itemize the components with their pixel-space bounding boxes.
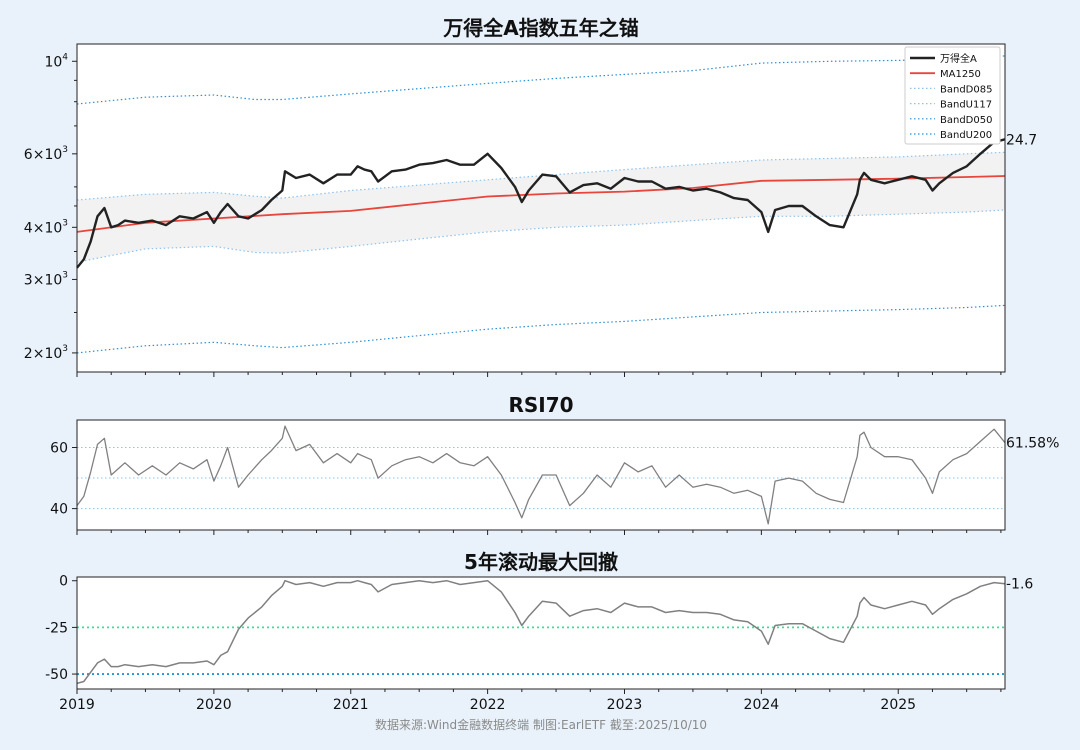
rsi-plot-area <box>77 420 1005 530</box>
y-tick-label: 0 <box>59 574 68 590</box>
band-u117-line <box>76 151 1006 201</box>
rsi-title: RSI70 <box>508 393 573 417</box>
x-tick-label: 2022 <box>470 697 506 713</box>
y-tick-label: 6×103 <box>24 145 68 163</box>
wind-index-line <box>76 138 1006 269</box>
x-tick-label: 2025 <box>880 697 916 713</box>
legend-label: BandD050 <box>940 115 992 126</box>
legend-label: MA1250 <box>940 69 981 80</box>
x-axis: 2019 2020 2021 2022 2023 2024 2025 <box>59 372 1002 713</box>
legend-label: BandD085 <box>940 84 992 95</box>
x-tick-label: 2019 <box>59 697 95 713</box>
rsi-line <box>76 425 1006 525</box>
band-d050-line <box>76 304 1006 354</box>
x-tick-label: 2020 <box>196 697 232 713</box>
legend: 万得全A MA1250 BandD085 BandU117 BandD050 BandU2… <box>904 46 1001 145</box>
rsi-plot-frame <box>76 419 1006 531</box>
main-y-axis: 2×103 3×103 4×103 6×103 104 <box>24 52 77 362</box>
main-plot-frame <box>76 43 1006 373</box>
legend-label: 万得全A <box>940 52 977 65</box>
y-tick-label: 104 <box>44 52 68 70</box>
y-tick-label: -25 <box>45 620 68 636</box>
drawdown-title: 5年滚动最大回撤 <box>464 550 618 574</box>
x-tick-label: 2024 <box>744 697 780 713</box>
y-tick-label: 3×103 <box>24 270 68 288</box>
drawdown-end-label: -1.6 <box>1006 577 1033 593</box>
x-tick-label: 2021 <box>333 697 369 713</box>
drawdown-plot-marks <box>76 579 1006 685</box>
drawdown-plot-frame <box>76 576 1006 690</box>
y-tick-label: 40 <box>50 502 68 518</box>
source-note: 数据来源:Wind金融数据终端 制图:EarlETF 截至:2025/10/10 <box>375 717 707 732</box>
y-tick-label: 4×103 <box>24 218 68 236</box>
drawdown-panel: 5年滚动最大回撤 0 -25 -50 2019 2020 2021 2022 2023 202… <box>45 372 1033 713</box>
y-tick-label: -50 <box>45 667 68 683</box>
main-end-label: 24.7 <box>1006 132 1037 148</box>
x-tick-label: 2023 <box>607 697 643 713</box>
drawdown-y-axis: 0 -25 -50 <box>45 574 77 683</box>
drawdown-plot-area <box>77 577 1005 689</box>
legend-label: BandU117 <box>940 100 992 111</box>
y-tick-label: 2×103 <box>24 344 68 362</box>
rsi-plot-marks <box>76 425 1006 525</box>
legend-box <box>904 46 1001 145</box>
rsi-panel: RSI70 40 60 61.58% <box>50 393 1059 531</box>
main-title: 万得全A指数五年之锚 <box>442 16 638 40</box>
rsi-y-axis: 40 60 <box>50 441 77 518</box>
ma1250-line <box>76 175 1006 233</box>
main-plot-marks <box>76 55 1006 354</box>
drawdown-line <box>76 579 1006 685</box>
y-tick-label: 60 <box>50 441 68 457</box>
rsi-end-label: 61.58% <box>1006 436 1059 452</box>
band-u200-line <box>76 55 1006 105</box>
legend-label: BandU200 <box>940 130 992 141</box>
